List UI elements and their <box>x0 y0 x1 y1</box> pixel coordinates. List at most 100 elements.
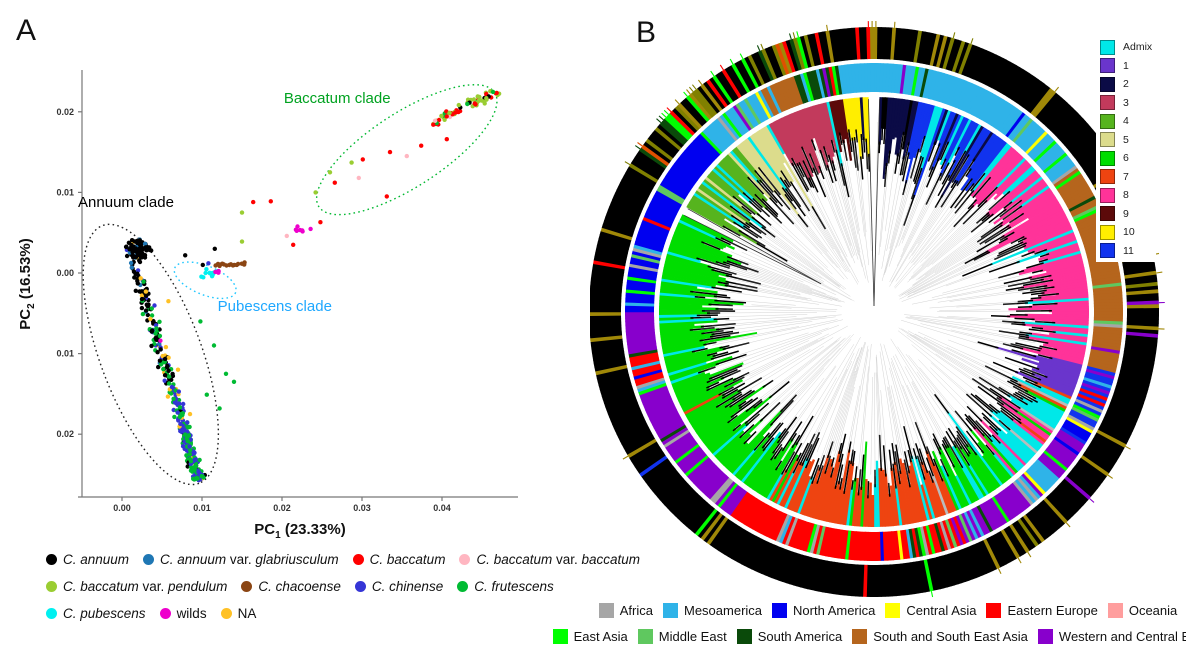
region-legend-item: Mesoamerica <box>662 602 763 618</box>
clade-annotation: Baccatum clade <box>284 90 391 107</box>
legend-label: 8 <box>1123 189 1129 202</box>
panel-a-label: A <box>16 14 37 47</box>
legend-swatch-icon <box>598 602 614 618</box>
legend-swatch-icon <box>1100 132 1115 148</box>
svg-text:0.01: 0.01 <box>56 349 74 359</box>
legend-label: 10 <box>1123 226 1135 239</box>
cluster-legend-item: Admix <box>1100 38 1152 57</box>
legend-dot-icon <box>352 554 364 565</box>
legend-swatch-icon <box>637 628 653 644</box>
pca-legend-row: C. annuum C. annuum var. glabriusculum C. … <box>46 546 640 573</box>
region-legend-item: South America <box>736 628 843 644</box>
legend-swatch-icon <box>1100 113 1115 129</box>
legend-label: Middle East <box>658 628 727 644</box>
region-legend-item: Oceania <box>1107 602 1178 618</box>
legend-swatch-icon <box>986 602 1002 618</box>
legend-swatch-icon <box>1100 150 1115 166</box>
clade-ellipse <box>315 84 498 216</box>
cluster-legend-item: 2 <box>1100 75 1152 94</box>
axis-label: PC2 (16.53%) <box>17 238 37 329</box>
legend-label: C. annuum <box>63 552 130 567</box>
legend-label: 6 <box>1123 152 1129 165</box>
pca-legend-row: C. pubescens wilds NA <box>46 600 606 627</box>
svg-text:0.03: 0.03 <box>353 503 371 513</box>
root-branches <box>684 99 880 307</box>
svg-text:0.00: 0.00 <box>113 503 131 513</box>
legend-label: Admix <box>1123 41 1153 54</box>
svg-text:0.02: 0.02 <box>56 429 74 439</box>
cluster-legend-item: 9 <box>1100 205 1152 224</box>
outer-ring <box>590 21 1165 598</box>
cluster-legend-item: 1 <box>1100 57 1152 76</box>
region-legend-row: Africa Mesoamerica North America Central As… <box>590 597 1186 623</box>
region-legend-item: Central Asia <box>885 602 977 618</box>
legend-swatch-icon <box>1100 206 1115 222</box>
legend-label: South and South East Asia <box>873 628 1028 644</box>
region-legend-row: East Asia Middle East South America South a… <box>552 623 1186 649</box>
legend-label: 2 <box>1123 78 1129 91</box>
pca-axes: 0.00 0.01 0.02 0.03 0.04 0.02 0.01 0.00 0.01 0.02… <box>17 70 518 541</box>
svg-text:0.02: 0.02 <box>273 503 291 513</box>
legend-label: C. annuum var. glabriusculum <box>160 552 339 567</box>
legend-dot-icon <box>46 581 57 592</box>
legend-swatch-icon <box>552 628 568 644</box>
cluster-legend-item: 7 <box>1100 168 1152 187</box>
legend-swatch-icon <box>1100 243 1115 259</box>
legend-dot-icon <box>354 581 366 592</box>
legend-label: Western and Central Europe <box>1058 628 1186 644</box>
legend-swatch-icon <box>1100 187 1115 203</box>
tree-branches <box>700 121 1045 486</box>
region-legend-item: South and South East Asia <box>852 628 1028 644</box>
legend-swatch-icon <box>1100 39 1115 55</box>
pca-legend-item: C. baccatum var. pendulum <box>46 579 227 594</box>
circular-phylogeny-plot <box>590 21 1165 598</box>
pca-legend-item: C. chinense <box>354 579 443 594</box>
tree-wedges <box>659 97 1089 527</box>
legend-label: Eastern Europe <box>1007 602 1098 618</box>
svg-text:0.00: 0.00 <box>56 268 74 278</box>
region-legend-item: Western and Central Europe <box>1037 628 1186 644</box>
legend-swatch-icon <box>1100 58 1115 74</box>
svg-text:0.01: 0.01 <box>56 187 74 197</box>
legend-label: C. chacoense <box>258 579 341 594</box>
legend-label: 1 <box>1123 59 1129 72</box>
svg-text:0.04: 0.04 <box>433 503 451 513</box>
pca-legend-item: C. pubescens <box>46 606 146 621</box>
cluster-legend-item: 8 <box>1100 186 1152 205</box>
pca-legend-item: C. baccatum <box>352 552 446 567</box>
svg-text:0.01: 0.01 <box>193 503 211 513</box>
legend-dot-icon <box>46 608 57 619</box>
legend-label: C. pubescens <box>63 606 146 621</box>
legend-label: 5 <box>1123 133 1129 146</box>
legend-dot-icon <box>143 554 155 565</box>
axis-label: PC1 (23.33%) <box>254 521 345 541</box>
pca-legend-item: C. annuum var. glabriusculum <box>143 552 339 567</box>
pca-plot: 0.00 0.01 0.02 0.03 0.04 0.02 0.01 0.00 0.01 0.02… <box>17 70 518 541</box>
region-legend-item: North America <box>772 602 876 618</box>
panel-b-label: B <box>636 16 657 49</box>
pca-points <box>123 89 502 483</box>
clade-annotation: Annuum clade <box>78 194 174 211</box>
clade-ellipses <box>82 84 498 486</box>
legend-label: wilds <box>176 606 207 621</box>
pca-legend-item: C. chacoense <box>241 579 341 594</box>
legend-label: C. baccatum <box>369 552 446 567</box>
legend-label: 3 <box>1123 96 1129 109</box>
region-legend-item: Africa <box>598 602 653 618</box>
legend-swatch-icon <box>1107 602 1123 618</box>
legend-swatch-icon <box>1037 628 1053 644</box>
legend-label: Oceania <box>1128 602 1178 618</box>
legend-label: NA <box>237 606 257 621</box>
legend-dot-icon <box>241 581 253 592</box>
cluster-legend-item: 4 <box>1100 112 1152 131</box>
cluster-legend: Admix 1 2 3 4 5 6 7 8 9 10 11 <box>1096 36 1157 262</box>
legend-label: Mesoamerica <box>683 602 763 618</box>
legend-label: Central Asia <box>906 602 977 618</box>
legend-label: C. baccatum var. baccatum <box>476 552 641 567</box>
legend-swatch-icon <box>852 628 868 644</box>
pca-root: 0.00 0.01 0.02 0.03 0.04 0.02 0.01 0.00 0.01 0.02… <box>17 70 518 541</box>
legend-dot-icon <box>459 554 471 565</box>
legend-label: South America <box>757 628 843 644</box>
legend-label: North America <box>793 602 876 618</box>
